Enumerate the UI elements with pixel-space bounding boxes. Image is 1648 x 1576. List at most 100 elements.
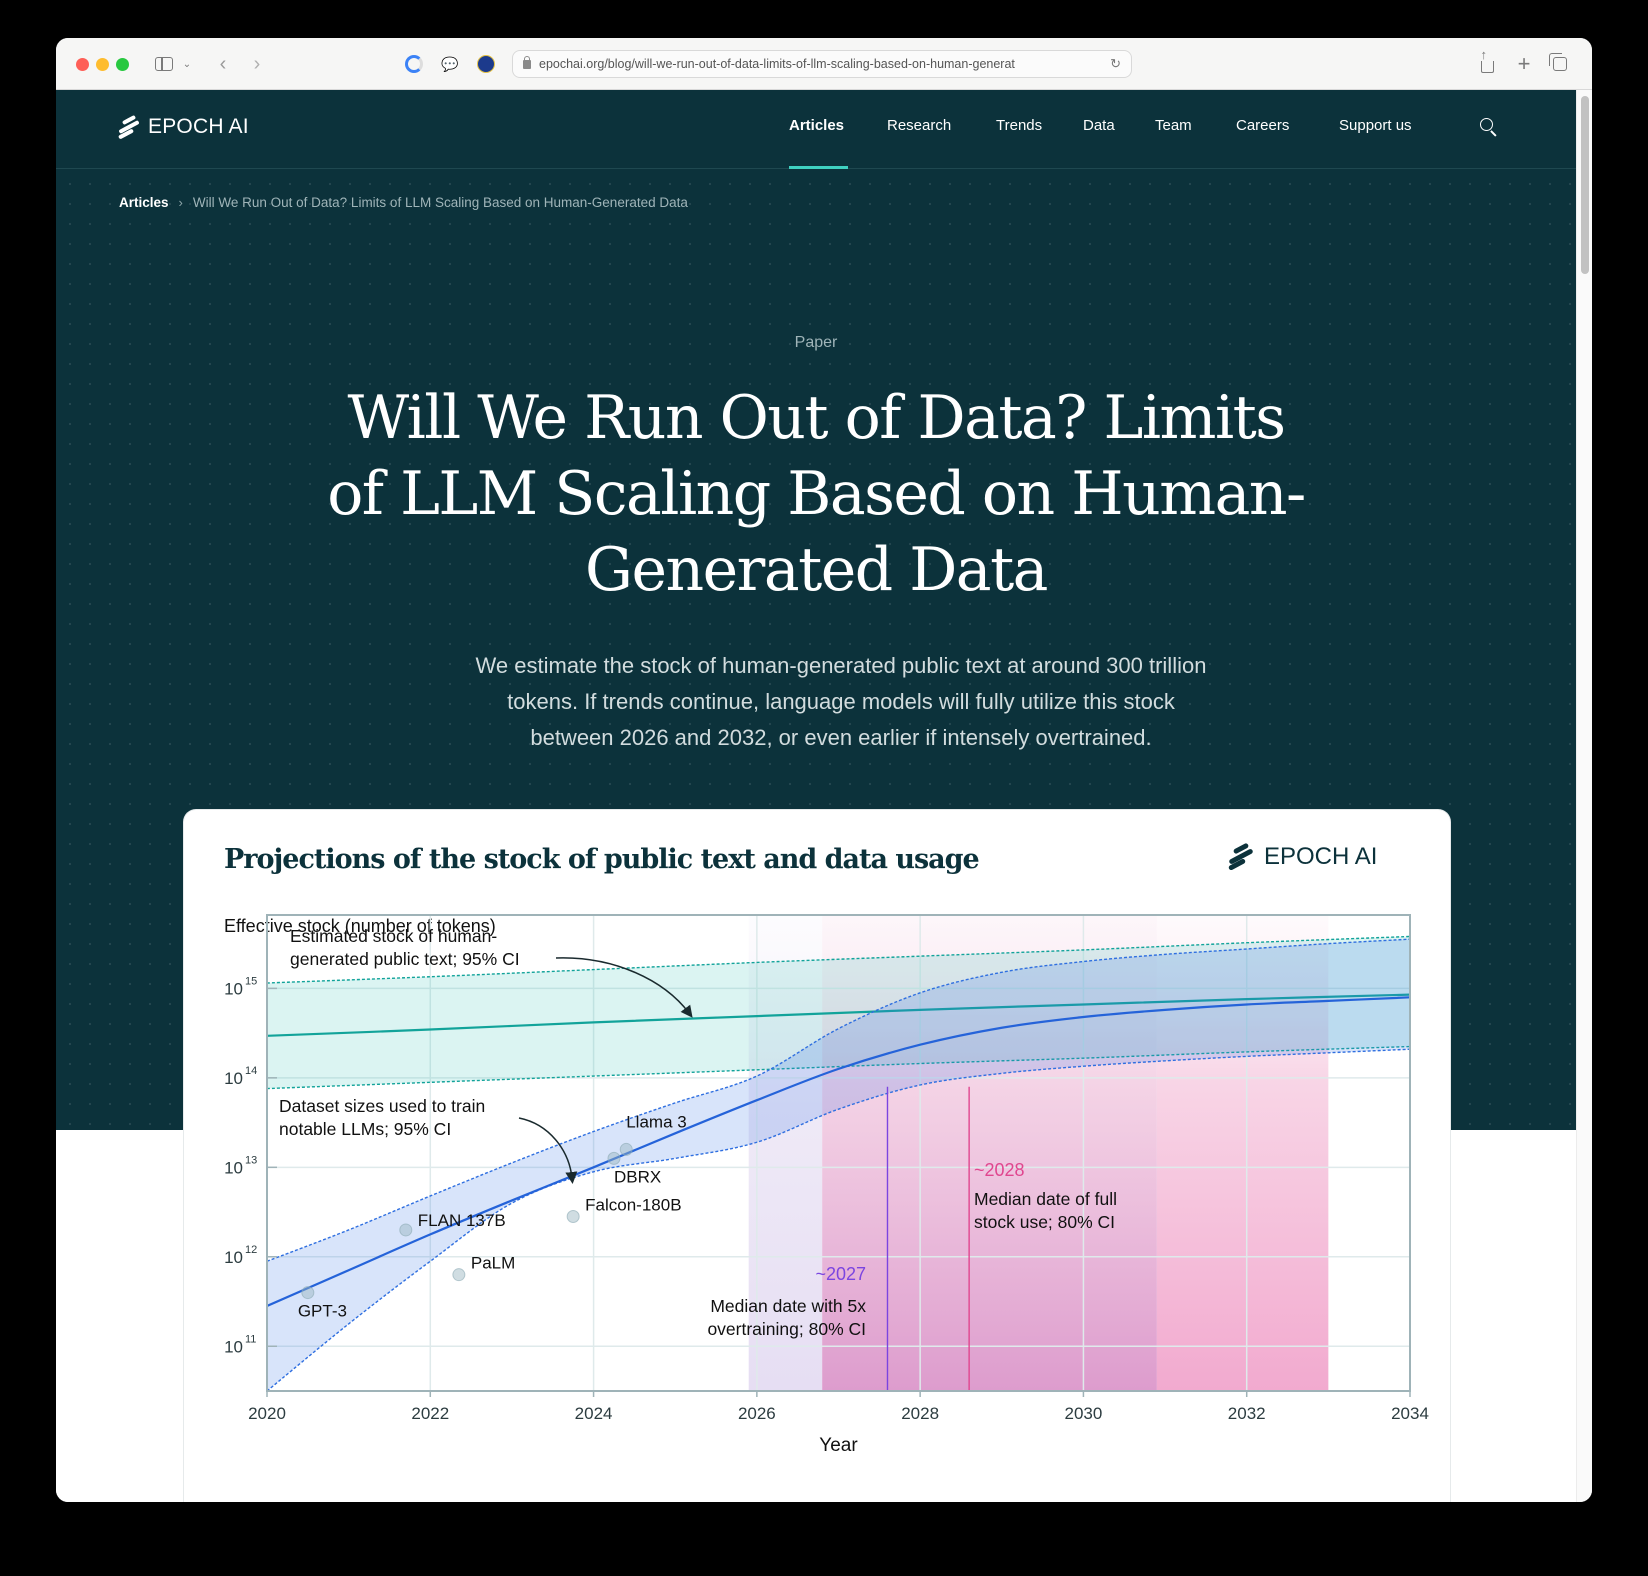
- browser-toolbar: ⌄ ‹ › 💬 epochai.org/blog/will-we-run-out…: [56, 38, 1592, 90]
- chart-annotation: generated public text; 95% CI: [290, 949, 520, 969]
- model-point: [399, 1223, 413, 1237]
- median-date-label: ~2028: [974, 1160, 1025, 1180]
- lock-icon: [523, 56, 531, 69]
- model-point: [301, 1286, 315, 1300]
- new-tab-icon[interactable]: +: [1517, 51, 1531, 76]
- median-date-label: ~2027: [815, 1264, 866, 1284]
- nav-item-research[interactable]: Research: [887, 117, 952, 134]
- browser-window: ⌄ ‹ › 💬 epochai.org/blog/will-we-run-out…: [56, 38, 1592, 1502]
- sidebar-toggle-icon[interactable]: [153, 52, 175, 76]
- model-label: GPT-3: [298, 1302, 347, 1321]
- y-tick-label: 10: [224, 1337, 243, 1356]
- x-tick-label: 2034: [1391, 1404, 1429, 1423]
- chart-annotation: Estimated stock of human-: [290, 926, 497, 946]
- ci-band: [1156, 915, 1329, 1391]
- chart-annotation: Median date with 5x: [710, 1296, 866, 1316]
- figure-title: Projections of the stock of public text …: [224, 844, 980, 875]
- annotation-arrow: [518, 1117, 578, 1184]
- zoom-window-button[interactable]: [116, 58, 129, 71]
- scrollbar-thumb[interactable]: [1581, 96, 1589, 274]
- ci-band: [822, 915, 1157, 1391]
- model-point: [607, 1151, 621, 1165]
- chevron-down-icon[interactable]: ⌄: [182, 58, 192, 70]
- figure-logo-text: EPOCH AI: [1264, 843, 1378, 870]
- y-tick-exponent: 15: [245, 975, 257, 987]
- y-axis-label: Effective stock (number of tokens): [224, 916, 496, 936]
- chevron-right-icon: ›: [178, 195, 183, 210]
- y-tick-label: 10: [224, 1248, 243, 1267]
- figure-card: Projections of the stock of public text …: [184, 810, 1450, 1502]
- url-text[interactable]: epochai.org/blog/will-we-run-out-of-data…: [539, 57, 1015, 71]
- x-tick-label: 2020: [248, 1404, 286, 1423]
- ci-lower-line: [267, 1045, 1410, 1090]
- x-tick-label: 2026: [738, 1404, 776, 1423]
- close-window-button[interactable]: [76, 58, 89, 71]
- nav-active-indicator: [789, 166, 848, 169]
- tab-overview-icon[interactable]: [1549, 52, 1571, 76]
- y-tick-exponent: 11: [245, 1333, 256, 1345]
- model-label: Llama 3: [626, 1112, 686, 1131]
- x-tick-label: 2028: [901, 1404, 939, 1423]
- search-icon[interactable]: [1480, 118, 1498, 137]
- x-tick-label: 2024: [575, 1404, 613, 1423]
- median-line: [267, 996, 1410, 1308]
- model-label: FLAN 137B: [418, 1211, 506, 1230]
- chart-annotation: Dataset sizes used to train: [279, 1096, 485, 1116]
- ci-upper-line: [267, 938, 1410, 1262]
- forward-icon[interactable]: ›: [253, 52, 261, 75]
- plot-frame: [266, 914, 1411, 1392]
- address-bar[interactable]: epochai.org/blog/will-we-run-out-of-data…: [512, 50, 1132, 78]
- site-logo[interactable]: EPOCH AI: [117, 114, 249, 140]
- y-tick-exponent: 13: [245, 1154, 257, 1166]
- nav-item-support-us[interactable]: Support us: [1339, 117, 1412, 134]
- article-summary: We estimate the stock of human-generated…: [475, 653, 1207, 750]
- x-tick-label: 2022: [411, 1404, 449, 1423]
- breadcrumb: Articles › Will We Run Out of Data? Limi…: [119, 195, 688, 210]
- nav-item-team[interactable]: Team: [1155, 117, 1192, 134]
- extension-chat-icon[interactable]: 💬: [441, 55, 459, 72]
- nav-item-data[interactable]: Data: [1083, 117, 1115, 134]
- model-label: DBRX: [614, 1167, 661, 1186]
- ci-area: [267, 939, 1410, 1391]
- x-tick-label: 2030: [1065, 1404, 1103, 1423]
- ci-band: [748, 915, 823, 1391]
- extension-1password-icon[interactable]: [402, 52, 426, 76]
- x-tick-label: 2032: [1228, 1404, 1266, 1423]
- model-point: [619, 1142, 633, 1156]
- nav-item-trends[interactable]: Trends: [996, 117, 1043, 134]
- epoch-logo-icon: [117, 114, 140, 140]
- reload-icon[interactable]: ↻: [1110, 56, 1121, 71]
- y-tick-label: 10: [224, 979, 243, 998]
- breadcrumb-articles-link[interactable]: Articles: [119, 195, 169, 210]
- model-point: [566, 1210, 580, 1224]
- nav-item-careers[interactable]: Careers: [1236, 117, 1290, 134]
- ci-lower-line: [267, 1048, 1410, 1391]
- chart-annotation: Median date of full: [974, 1189, 1117, 1209]
- extension-eu-icon[interactable]: [474, 52, 498, 76]
- y-tick-exponent: 12: [245, 1244, 257, 1256]
- y-tick-exponent: 14: [245, 1065, 257, 1077]
- chart-annotation: stock use; 80% CI: [974, 1212, 1115, 1232]
- site-navbar: EPOCH AI Articles Research Trends Data Team C…: [56, 90, 1576, 169]
- back-icon[interactable]: ‹: [219, 52, 227, 75]
- page-title: Will We Run Out of Data? Limits of LLM S…: [327, 383, 1306, 605]
- annotation-arrow: [555, 957, 693, 1018]
- breadcrumb-current: Will We Run Out of Data? Limits of LLM S…: [192, 195, 688, 210]
- web-page: EPOCH AI Articles Research Trends Data Team C…: [56, 90, 1576, 1502]
- share-icon[interactable]: [1476, 47, 1498, 76]
- model-label: PaLM: [471, 1254, 515, 1273]
- page-scrollbar[interactable]: [1576, 90, 1592, 1502]
- y-tick-label: 10: [224, 1069, 243, 1088]
- model-point: [452, 1268, 466, 1282]
- minimize-window-button[interactable]: [96, 58, 109, 71]
- chart-annotation: notable LLMs; 95% CI: [279, 1119, 451, 1139]
- nav-item-articles[interactable]: Articles: [789, 117, 845, 134]
- article-type-label: Paper: [794, 334, 838, 351]
- chart-annotation: overtraining; 80% CI: [707, 1319, 866, 1339]
- median-line: [267, 993, 1410, 1037]
- y-tick-label: 10: [224, 1158, 243, 1177]
- model-label: Falcon-180B: [585, 1196, 681, 1215]
- ci-upper-line: [267, 935, 1410, 984]
- x-axis-label: Year: [819, 1435, 858, 1456]
- logo-text: EPOCH AI: [148, 115, 249, 138]
